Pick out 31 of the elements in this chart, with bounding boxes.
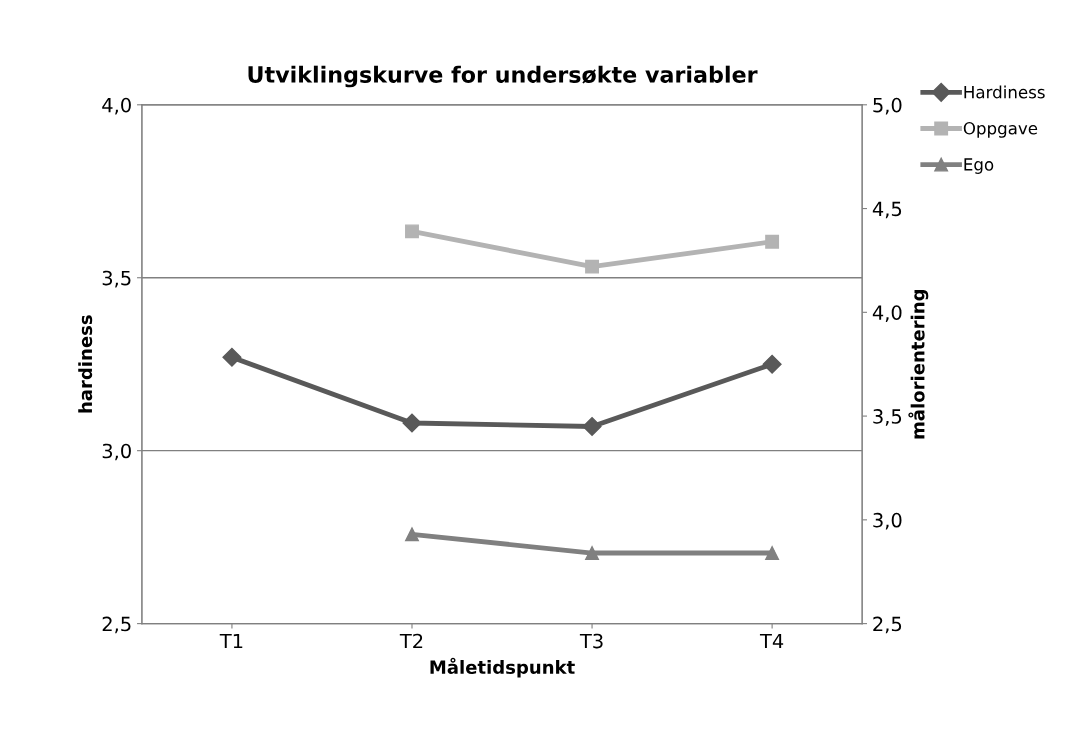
- y-tick-label: 2,5: [102, 616, 131, 634]
- point: [765, 234, 780, 249]
- y2-tick-label: 5,0: [873, 97, 902, 115]
- y2-tick-label: 4,5: [872, 201, 902, 219]
- point: [405, 224, 419, 239]
- y-tick-label: 3,5: [102, 270, 131, 288]
- legend-label: Ego: [964, 158, 994, 174]
- y-tick-label: 4,0: [102, 97, 131, 115]
- point: [585, 546, 600, 560]
- chart-title: Utviklingskurve for undersøkte variabler: [248, 65, 758, 88]
- legend-label: Oppgave: [963, 121, 1038, 138]
- y2-tick-label: 2,5: [873, 616, 902, 634]
- y2-tick-label: 4,0: [872, 305, 902, 322]
- point: [762, 354, 782, 374]
- point: [405, 527, 419, 542]
- y2-axis-title: målorientering: [908, 289, 929, 439]
- y-axis-title: hardiness: [78, 315, 93, 413]
- point: [402, 413, 422, 433]
- point: [582, 416, 602, 436]
- y2-tick-label: 3,0: [873, 512, 902, 530]
- x-axis-title: Måletidspunkt: [430, 657, 575, 678]
- point: [765, 546, 780, 560]
- y2-tick-label: 3,5: [873, 409, 902, 426]
- x-tick-label: T2: [399, 633, 423, 649]
- y-tick-label: 3,0: [102, 443, 131, 461]
- point: [585, 259, 600, 274]
- x-tick-label: T3: [579, 633, 603, 649]
- x-tick-label: T1: [219, 633, 243, 649]
- legend-label: Hardiness: [964, 85, 1045, 99]
- x-tick-label: T4: [759, 633, 784, 649]
- point: [222, 347, 242, 367]
